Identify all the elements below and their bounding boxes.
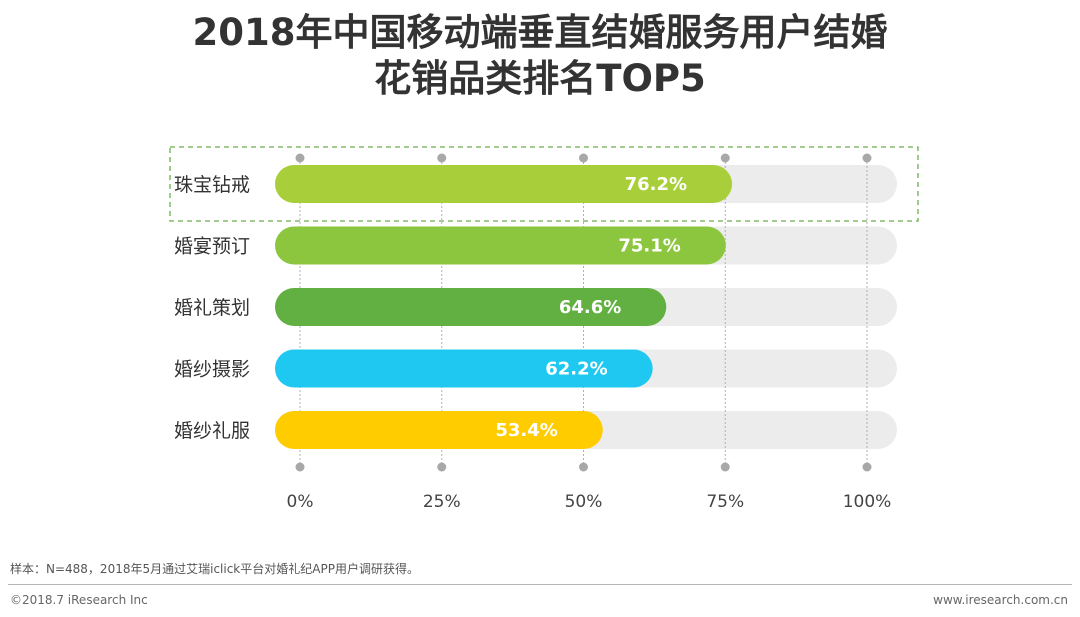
bar xyxy=(275,411,603,449)
category-label: 婚纱摄影 xyxy=(174,359,250,381)
gridline-top-dot xyxy=(437,153,447,163)
gridline-top-dot xyxy=(720,153,730,163)
value-label: 62.2% xyxy=(545,359,607,380)
gridline-bottom-dot xyxy=(579,462,588,472)
chart-title-line-2: 花销品类排名TOP5 xyxy=(374,57,706,100)
gridline-top-dot xyxy=(295,153,305,163)
x-tick-label: 75% xyxy=(706,492,744,512)
gridline-bottom-dot xyxy=(437,462,447,472)
chart-title-line-1: 2018年中国移动端垂直结婚服务用户结婚 xyxy=(192,11,888,54)
x-tick-label: 50% xyxy=(565,492,603,512)
chart-title: 2018年中国移动端垂直结婚服务用户结婚 花销品类排名TOP5 xyxy=(0,10,1080,102)
bar xyxy=(275,165,733,203)
bar xyxy=(275,226,726,265)
x-tick-label: 25% xyxy=(423,492,461,512)
category-label: 婚礼策划 xyxy=(174,297,250,319)
value-label: 75.1% xyxy=(618,236,680,257)
x-tick-label: 0% xyxy=(287,492,314,512)
footer-divider xyxy=(8,584,1072,585)
bar xyxy=(275,349,653,388)
value-label: 64.6% xyxy=(559,297,621,318)
x-tick-label: 100% xyxy=(843,492,892,512)
category-label: 珠宝钻戒 xyxy=(174,174,250,196)
website-link[interactable]: www.iresearch.com.cn xyxy=(933,593,1068,607)
gridline-bottom-dot xyxy=(295,462,305,472)
sample-note: 样本：N=488，2018年5月通过艾瑞iclick平台对婚礼纪APP用户调研获… xyxy=(10,562,419,576)
value-label: 76.2% xyxy=(625,174,687,195)
gridline-bottom-dot xyxy=(862,462,872,472)
category-label: 婚纱礼服 xyxy=(174,420,250,442)
bar-chart: 0% 25% 50% 75% 100% 76.2% 珠宝钻戒 75.1% 婚宴预订 64.6% 婚礼… xyxy=(169,146,919,512)
highlight-box xyxy=(169,146,919,222)
category-label: 婚宴预订 xyxy=(174,235,250,258)
gridline-bottom-dot xyxy=(720,462,730,472)
value-label: 53.4% xyxy=(495,420,557,441)
gridline-top-dot xyxy=(579,153,588,163)
copyright-text: ©2018.7 iResearch Inc xyxy=(10,593,148,607)
gridline-top-dot xyxy=(862,153,872,163)
bar xyxy=(275,288,667,326)
